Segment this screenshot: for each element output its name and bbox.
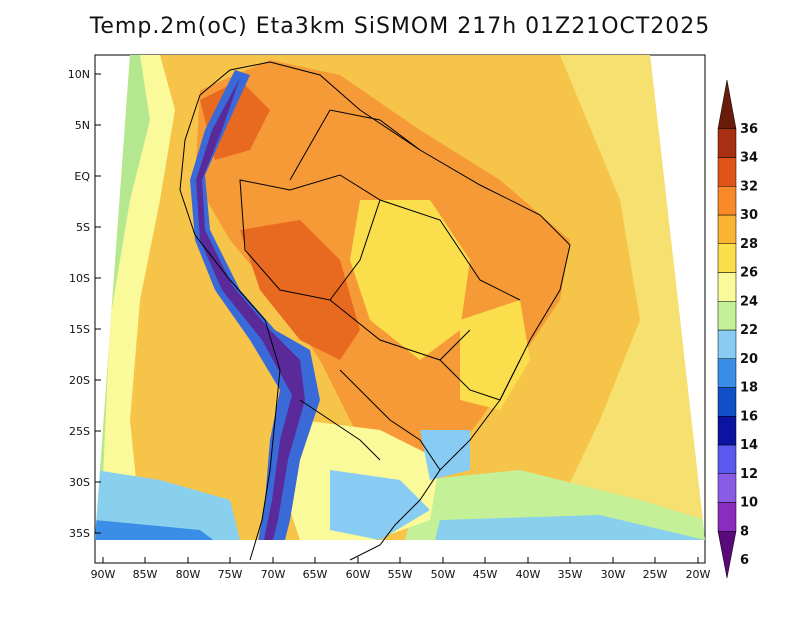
colorbar-swatch	[717, 214, 737, 244]
latitude-axis: 10N 5N EQ 5S 10S 15S 20S 25S 30S 35S	[68, 68, 101, 540]
map-title: Temp.2m(oC) Eta3km SiSMOM 217h 01Z21OCT2…	[89, 14, 711, 39]
lat-label-5s: 5S	[76, 221, 90, 234]
colorbar-swatch	[717, 531, 737, 579]
colorbar-swatch	[717, 243, 737, 273]
south-atlantic-blue	[430, 515, 705, 540]
lat-label-5n: 5N	[75, 119, 90, 132]
lon-label-25w: 25W	[643, 568, 668, 581]
lon-label-70w: 70W	[261, 568, 286, 581]
colorbar-label: 14	[740, 438, 758, 453]
lon-label-55w: 55W	[388, 568, 413, 581]
lon-label-85w: 85W	[133, 568, 158, 581]
east-coastline	[199, 61, 571, 561]
colorbar-label: 34	[740, 151, 758, 166]
colorbar-swatch	[717, 473, 737, 503]
border-bolivia-brazil	[329, 299, 471, 361]
lat-label-eq: EQ	[74, 170, 90, 183]
colorbar-label: 12	[740, 467, 758, 482]
border-chile-argentina	[299, 399, 381, 461]
colorbar-swatch	[717, 186, 737, 216]
lon-label-20w: 20W	[686, 568, 711, 581]
southern-ocean-cold	[95, 520, 240, 540]
colorbar-label: 8	[740, 524, 749, 539]
lon-label-40w: 40W	[516, 568, 541, 581]
border-paraguay-argentina	[339, 369, 441, 471]
colorbar-label: 26	[740, 266, 758, 281]
colorbar-label: 32	[740, 179, 758, 194]
lat-label-35s: 35S	[69, 527, 90, 540]
colorbar-swatch	[717, 387, 737, 417]
colorbar-swatch	[717, 272, 737, 302]
pampas-cool	[330, 470, 430, 540]
lon-label-50w: 50W	[431, 568, 456, 581]
border-brazil-states-south	[439, 359, 521, 401]
lon-label-80w: 80W	[176, 568, 201, 581]
andes-cold-core	[196, 78, 305, 540]
colorbar-swatch	[717, 329, 737, 359]
lat-label-20s: 20S	[69, 374, 90, 387]
lon-label-75w: 75W	[218, 568, 243, 581]
lon-label-60w: 60W	[346, 568, 371, 581]
colorbar-label: 10	[740, 496, 758, 511]
colorbar-label: 16	[740, 409, 758, 424]
colorbar-label: 36	[740, 122, 758, 137]
south-brazil-cool	[420, 430, 470, 480]
southeast-mild	[460, 300, 530, 410]
longitude-axis: 90W 85W 80W 75W 70W 65W 60W 55W 50W 45W …	[91, 557, 711, 581]
colorbar-swatch	[717, 416, 737, 446]
lat-label-30s: 30S	[69, 476, 90, 489]
lon-label-90w: 90W	[91, 568, 116, 581]
colorbar-label: 30	[740, 208, 758, 223]
colorbar-label: 18	[740, 381, 758, 396]
colorbar-label: 24	[740, 294, 758, 309]
colorbar-swatch	[717, 301, 737, 331]
central-brazil-mild	[350, 200, 470, 360]
hot-core-west	[240, 220, 360, 360]
atlantic-warm-band	[540, 55, 705, 540]
lon-label-65w: 65W	[303, 568, 328, 581]
colorbar-label: 20	[740, 352, 758, 367]
lon-label-30w: 30W	[601, 568, 626, 581]
colorbar-swatch	[717, 79, 737, 129]
west-coastline	[179, 94, 281, 561]
border-peru-brazil	[239, 174, 381, 301]
colorbar-label: 6	[740, 553, 749, 568]
lon-label-35w: 35W	[558, 568, 583, 581]
colorbar-label: 28	[740, 237, 758, 252]
border-venezuela-brazil	[289, 109, 421, 181]
colorbar-swatch	[717, 502, 737, 532]
colorbar-label: 22	[740, 323, 758, 338]
lon-label-45w: 45W	[473, 568, 498, 581]
lat-label-25s: 25S	[69, 425, 90, 438]
lat-label-15s: 15S	[69, 323, 90, 336]
colorbar-swatch	[717, 444, 737, 474]
political-borders	[179, 61, 571, 561]
lat-label-10s: 10S	[69, 272, 90, 285]
colorbar: 6 8 10 12 14 16 18 20 22 24 26 28 30 32 34 36	[717, 79, 758, 579]
colorbar-swatch	[717, 128, 737, 158]
lat-label-10n: 10N	[68, 68, 90, 81]
colorbar-swatch	[717, 358, 737, 388]
temperature-field	[95, 55, 705, 540]
colorbar-swatch	[717, 157, 737, 187]
border-brazil-states-north	[379, 199, 521, 301]
